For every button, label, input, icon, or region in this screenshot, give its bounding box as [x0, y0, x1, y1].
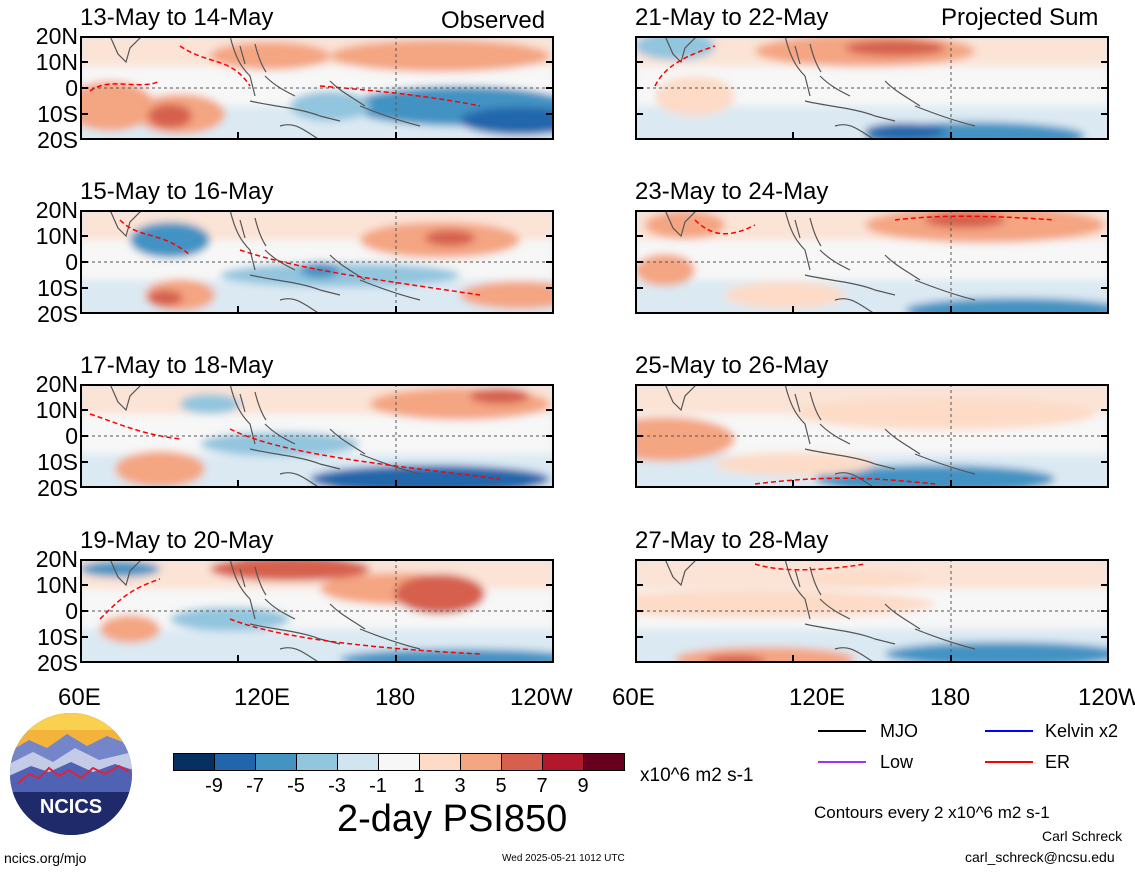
timestamp: Wed 2025-05-21 1012 UTC — [502, 853, 625, 864]
colorbar-swatch — [337, 753, 379, 771]
legend-line-mjo — [818, 730, 866, 732]
colorbar-label: 9 — [577, 775, 589, 797]
colorbar-swatch — [501, 753, 543, 771]
lon-label-180-right: 180 — [930, 684, 971, 711]
colorbar-swatch — [255, 753, 297, 771]
map-panel-7 — [635, 384, 1109, 488]
colorbar-swatch — [296, 753, 338, 771]
lon-label-180: 180 — [375, 684, 416, 711]
colorbar-swatch — [173, 753, 215, 771]
map-panel-5 — [635, 36, 1109, 140]
lat-label: 20N — [35, 23, 78, 49]
panel-title-7: 25-May to 26-May — [635, 352, 829, 379]
legend-label-kelvin: Kelvin x2 — [1045, 721, 1119, 741]
lat-label: 10N — [35, 223, 78, 249]
colorbar-label: 5 — [495, 775, 507, 797]
panel-title-1: 13-May to 14-May — [80, 4, 274, 31]
panel-title-5: 21-May to 22-May — [635, 4, 829, 31]
lat-label: 0 — [65, 249, 78, 275]
lat-label: 10S — [37, 101, 78, 127]
observed-label: Observed — [441, 7, 546, 34]
lat-label: 20S — [37, 475, 78, 501]
colorbar-label: -1 — [369, 775, 387, 797]
map-panel-8 — [635, 559, 1109, 663]
map-panel-2 — [80, 210, 554, 314]
lat-label: 10N — [35, 49, 78, 75]
lon-label-120e: 120E — [234, 684, 291, 711]
logo-text: NCICS — [40, 796, 102, 818]
lat-label: 10S — [37, 624, 78, 650]
lon-label-60e: 60E — [58, 684, 101, 711]
colorbar-label: -5 — [287, 775, 305, 797]
colorbar-label: 7 — [536, 775, 548, 797]
panel-title-8: 27-May to 28-May — [635, 527, 829, 554]
colorbar-label: 1 — [413, 775, 425, 797]
legend-line-er — [985, 761, 1033, 763]
lon-label-120e-right: 120E — [789, 684, 846, 711]
legend-label-mjo: MJO — [880, 721, 918, 741]
projected-sum-label: Projected Sum — [941, 4, 1099, 31]
map-panel-4 — [80, 559, 554, 663]
lon-label-60e-right: 60E — [612, 684, 655, 711]
lat-label: 20S — [37, 127, 78, 153]
panel-title-3: 17-May to 18-May — [80, 352, 274, 379]
colorbar-units: x10^6 m2 s-1 — [640, 765, 754, 786]
lat-label: 0 — [65, 423, 78, 449]
lon-label-120w-right: 120W — [1078, 686, 1135, 710]
colorbar-swatch — [419, 753, 461, 771]
lat-label: 10S — [37, 275, 78, 301]
colorbar-swatch — [583, 753, 625, 771]
lat-label: 0 — [65, 598, 78, 624]
colorbar-swatch — [460, 753, 502, 771]
panel-title-2: 15-May to 16-May — [80, 178, 274, 205]
colorbar-label: -7 — [246, 775, 264, 797]
map-panel-1 — [80, 36, 554, 140]
map-panel-3 — [80, 384, 554, 488]
ncics-logo: NCICS — [9, 712, 133, 836]
lat-label: 20S — [37, 650, 78, 676]
legend-line-low — [818, 761, 866, 763]
panel-title-6: 23-May to 24-May — [635, 178, 829, 205]
lat-label: 10N — [35, 572, 78, 598]
website: ncics.org/mjo — [4, 850, 87, 866]
lat-label: 10S — [37, 449, 78, 475]
colorbar-label: -3 — [328, 775, 346, 797]
contours-note: Contours every 2 x10^6 m2 s-1 — [814, 803, 1050, 822]
colorbar-swatch — [542, 753, 584, 771]
colorbar-label: 3 — [454, 775, 466, 797]
lat-label: 20N — [35, 197, 78, 223]
legend-line-kelvin — [985, 730, 1033, 732]
legend-label-er: ER — [1045, 752, 1071, 772]
legend-label-low: Low — [880, 752, 914, 772]
map-panel-6 — [635, 210, 1109, 314]
colorbar-swatch — [214, 753, 256, 771]
lat-label: 20N — [35, 546, 78, 572]
author: Carl Schreck — [1042, 828, 1123, 844]
colorbar-label: -9 — [205, 775, 223, 797]
lat-label: 0 — [65, 75, 78, 101]
main-title: 2-day PSI850 — [337, 798, 568, 840]
lat-label: 10N — [35, 397, 78, 423]
email: carl_schreck@ncsu.edu — [965, 849, 1115, 865]
lon-label-120w: 120W — [510, 684, 573, 711]
lat-label: 20S — [37, 301, 78, 327]
panel-title-4: 19-May to 20-May — [80, 527, 274, 554]
lat-label: 20N — [35, 371, 78, 397]
colorbar-swatch — [378, 753, 420, 771]
